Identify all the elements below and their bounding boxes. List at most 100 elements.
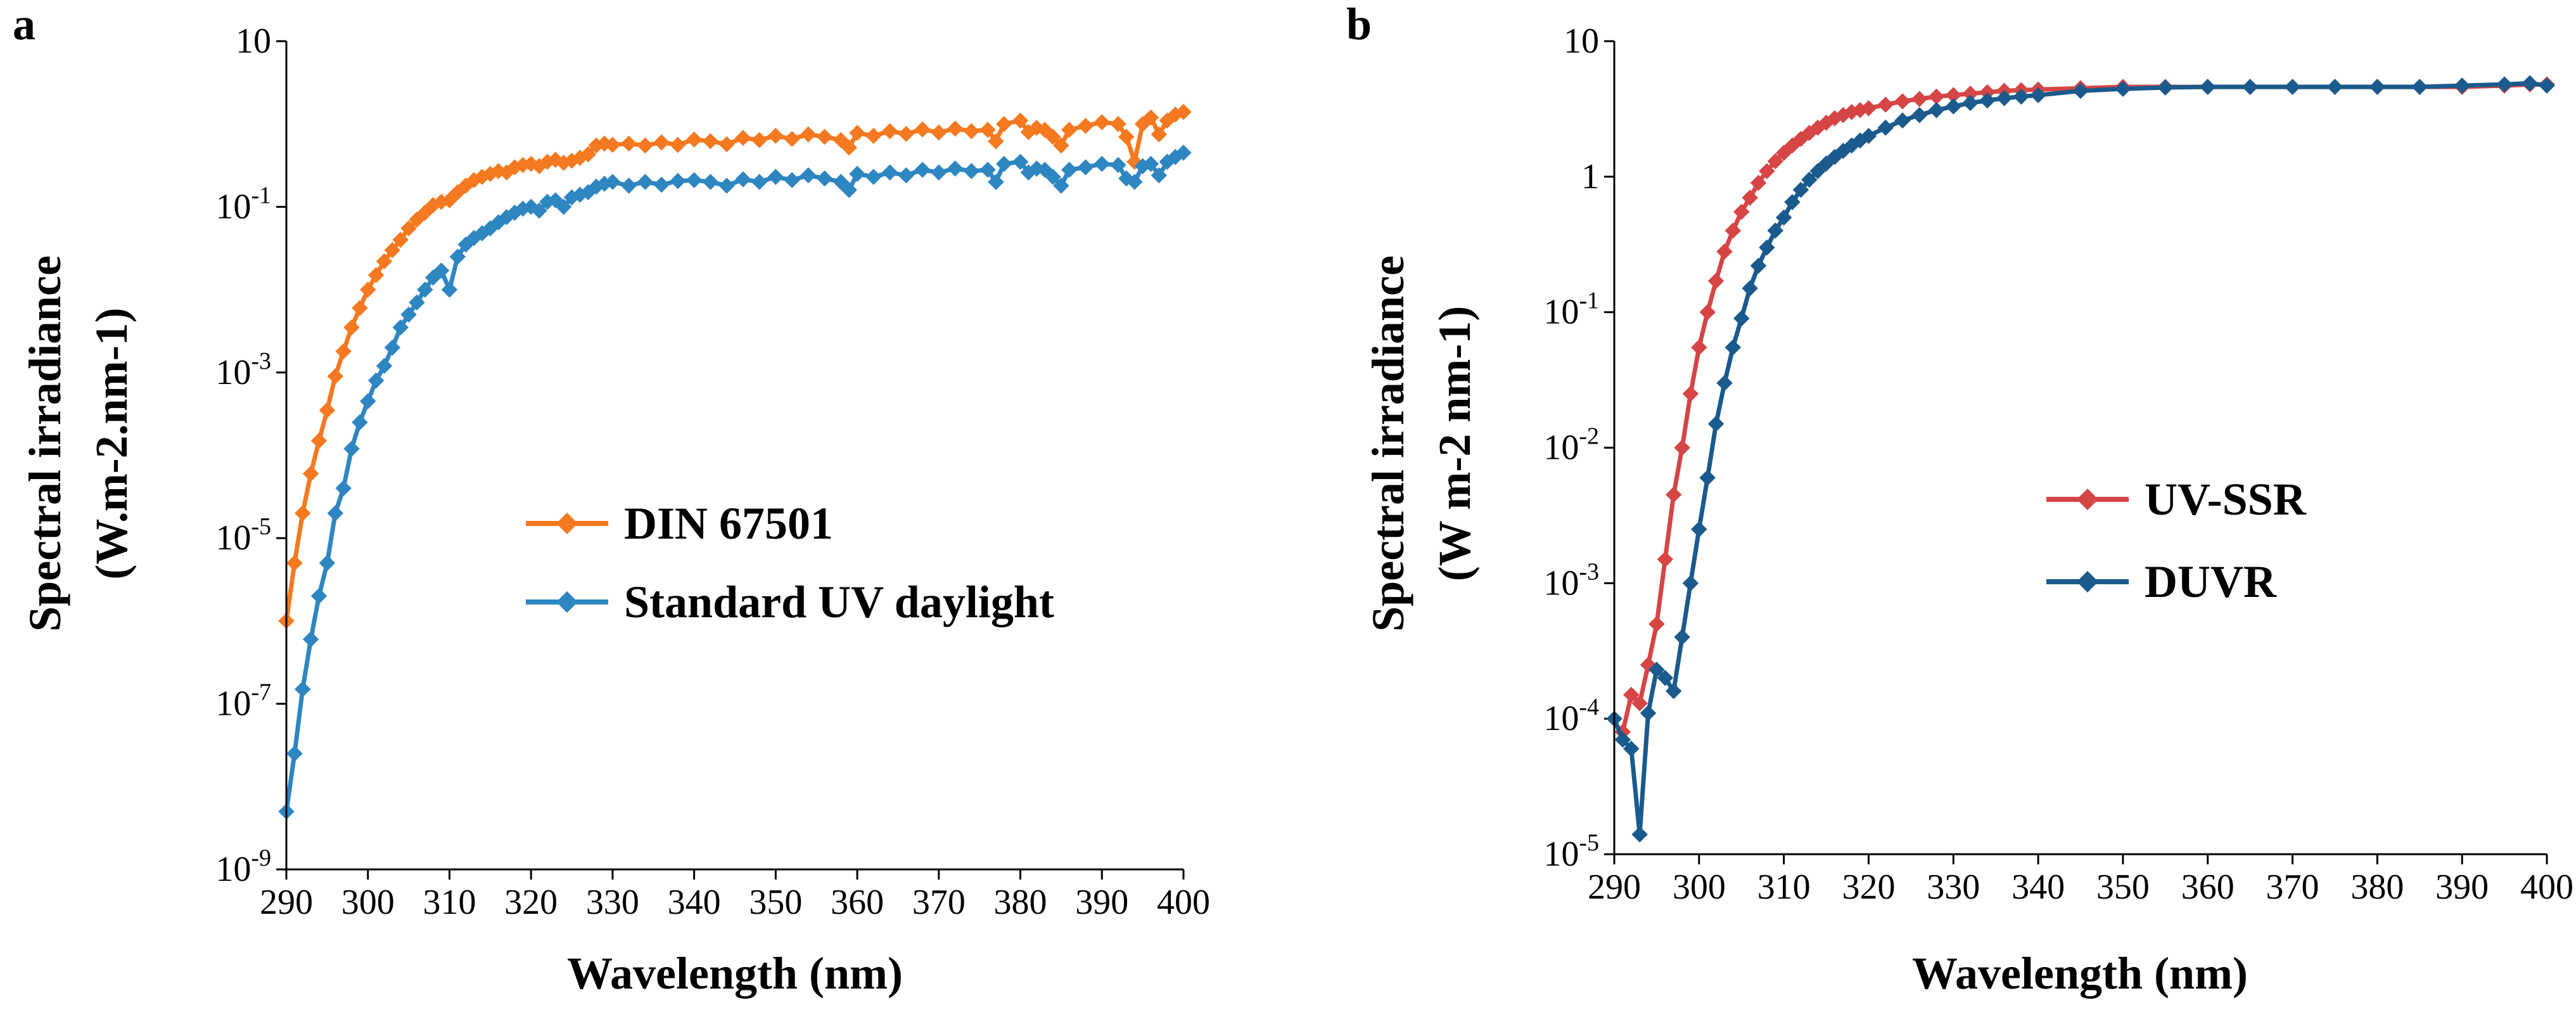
series-line bbox=[284, 150, 1185, 812]
data-point bbox=[302, 465, 319, 482]
data-point bbox=[400, 306, 417, 323]
data-point bbox=[2284, 79, 2301, 95]
data-point bbox=[1750, 257, 1767, 274]
data-point bbox=[1759, 239, 1775, 256]
data-point bbox=[620, 177, 637, 194]
data-point bbox=[1657, 551, 1674, 568]
data-point bbox=[1877, 119, 1894, 136]
data-point bbox=[1682, 575, 1699, 592]
data-point bbox=[1631, 826, 1648, 843]
x-tick-label: 350 bbox=[2096, 868, 2150, 907]
data-point bbox=[735, 171, 751, 188]
panel-a-letter: a bbox=[13, 0, 35, 49]
legend-label-uvssr: UV-SSR bbox=[2145, 474, 2307, 525]
data-point bbox=[1094, 114, 1110, 131]
data-point bbox=[914, 121, 931, 138]
data-point bbox=[1631, 695, 1648, 712]
data-point bbox=[327, 368, 343, 385]
data-point bbox=[409, 294, 425, 311]
y-tick-label: 10 bbox=[1564, 22, 1599, 61]
data-point bbox=[1045, 169, 1061, 185]
x-tick-label: 320 bbox=[504, 883, 558, 922]
data-point bbox=[343, 440, 360, 457]
data-point bbox=[653, 176, 670, 193]
data-point bbox=[1640, 705, 1657, 722]
data-point bbox=[359, 393, 376, 409]
data-point bbox=[1945, 87, 1962, 103]
x-tick-label: 380 bbox=[2350, 868, 2404, 907]
data-point bbox=[865, 127, 882, 144]
series-duvr bbox=[1606, 75, 2555, 843]
data-point bbox=[417, 281, 433, 298]
panel-a-y-ticks: 10 10-1 10-3 10-5 10-7 10-9 bbox=[215, 22, 286, 889]
data-point bbox=[914, 162, 931, 178]
data-point bbox=[841, 182, 857, 198]
data-point bbox=[685, 172, 703, 189]
data-point bbox=[881, 164, 898, 181]
x-tick-label: 370 bbox=[2266, 868, 2319, 907]
data-point bbox=[751, 132, 768, 148]
data-point bbox=[1979, 84, 1996, 101]
data-point bbox=[996, 155, 1012, 172]
data-point bbox=[784, 131, 800, 148]
data-point bbox=[685, 131, 703, 148]
data-point bbox=[1928, 102, 1945, 118]
panel-a-series bbox=[278, 103, 1192, 820]
data-point bbox=[898, 125, 915, 143]
data-point bbox=[1175, 144, 1192, 161]
data-point bbox=[531, 202, 547, 219]
data-point bbox=[1894, 112, 1911, 129]
y-tick-label: 10-1 bbox=[1543, 288, 1599, 332]
data-point bbox=[637, 174, 654, 190]
panel-a-legend: DIN 67501 Standard UV daylight bbox=[526, 498, 1054, 627]
data-point bbox=[352, 300, 368, 316]
data-point bbox=[2241, 79, 2259, 95]
series-standard-uv-daylight bbox=[278, 144, 1192, 820]
panel-b-y-title-line1: Spectral irradiance bbox=[1363, 255, 1413, 632]
data-point bbox=[352, 414, 368, 431]
data-point bbox=[670, 172, 686, 189]
data-point bbox=[343, 319, 360, 336]
data-point bbox=[784, 172, 800, 189]
data-point bbox=[800, 167, 817, 184]
data-point bbox=[881, 123, 898, 139]
data-point bbox=[816, 129, 833, 145]
data-point bbox=[1742, 280, 1758, 297]
panel-b-y-ticks: 10 1 10-1 10-2 10-3 10-4 10-5 bbox=[1543, 22, 1614, 874]
y-tick-label: 10-7 bbox=[215, 679, 271, 724]
y-tick-label: 10-9 bbox=[215, 845, 271, 889]
data-point bbox=[1716, 375, 1733, 392]
panel-b-x-ticks: 290 300 310 320 330 340 350 360 370 380 390 400 bbox=[1588, 854, 2573, 907]
data-point bbox=[1801, 171, 1818, 188]
data-point bbox=[1061, 122, 1078, 138]
y-tick-label: 10-5 bbox=[1543, 829, 1599, 874]
data-point bbox=[979, 162, 996, 178]
x-tick-label: 370 bbox=[912, 883, 966, 922]
data-point bbox=[947, 160, 964, 177]
data-point bbox=[392, 319, 409, 336]
data-point bbox=[1716, 243, 1733, 260]
data-point bbox=[1094, 155, 1110, 172]
data-point bbox=[979, 122, 996, 138]
data-point bbox=[310, 587, 328, 605]
panel-b-letter: b bbox=[1346, 0, 1372, 49]
series-uv-ssr bbox=[1614, 76, 2555, 740]
x-tick-label: 290 bbox=[1588, 868, 1641, 907]
data-point bbox=[1860, 127, 1877, 144]
data-point bbox=[653, 134, 670, 151]
data-point bbox=[767, 169, 784, 185]
data-point bbox=[433, 262, 450, 279]
data-point bbox=[1962, 94, 1979, 112]
x-tick-label: 340 bbox=[2012, 868, 2065, 907]
data-point bbox=[1614, 731, 1631, 748]
legend-label-standard: Standard UV daylight bbox=[624, 577, 1054, 627]
data-point bbox=[947, 120, 964, 137]
x-tick-label: 330 bbox=[1927, 868, 1980, 907]
y-tick-label: 10-3 bbox=[215, 348, 271, 392]
x-tick-label: 390 bbox=[1075, 883, 1128, 922]
data-point bbox=[718, 136, 735, 153]
data-point bbox=[1682, 385, 1699, 402]
data-point bbox=[319, 402, 336, 419]
data-point bbox=[1674, 439, 1690, 456]
data-point bbox=[637, 137, 654, 154]
